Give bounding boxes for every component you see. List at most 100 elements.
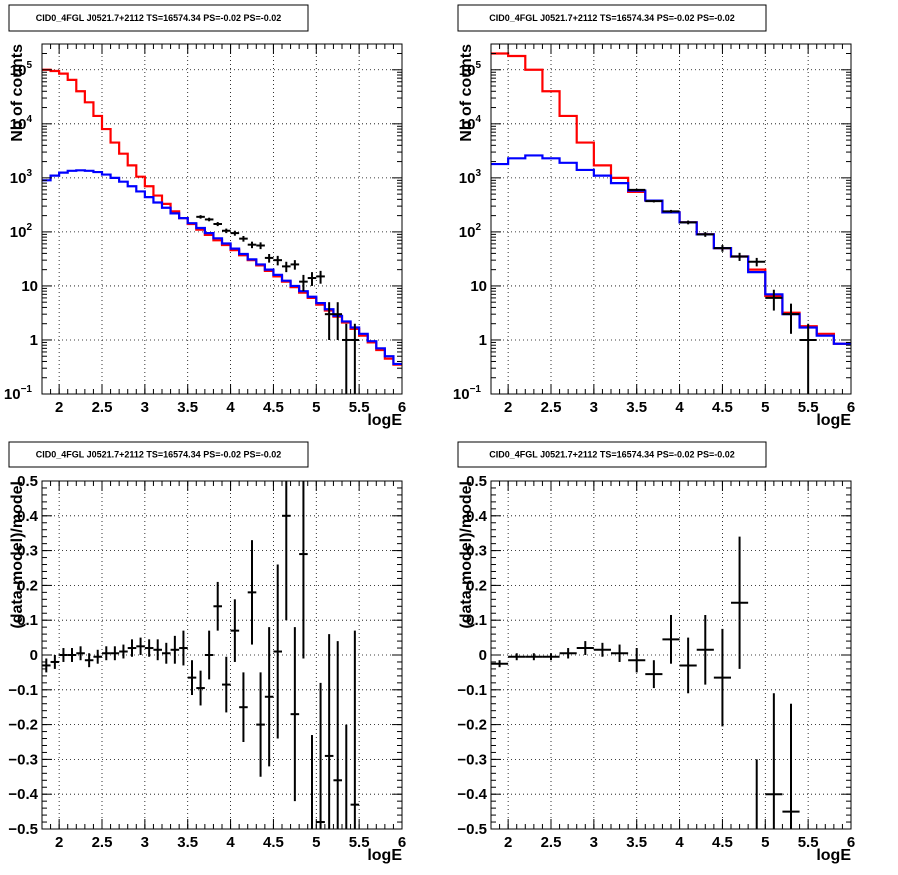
x-tick-label: 3 (590, 834, 598, 851)
y-tick-base: 0.4 (466, 508, 488, 525)
y-tick-exponent: 3 (26, 168, 32, 179)
data-point (119, 644, 128, 659)
data-point (782, 703, 800, 829)
y-tick-exponent: 2 (475, 222, 481, 233)
y-tick-exponent: −1 (470, 384, 482, 395)
data-point (127, 639, 137, 657)
data-point (264, 627, 274, 767)
y-tick-label: 105 (459, 60, 482, 79)
data-point (144, 639, 154, 657)
y-tick-base: 10 (470, 278, 487, 295)
y-tick-base: 0.1 (17, 612, 38, 629)
data-point (247, 241, 257, 249)
x-tick-label: 6 (847, 834, 855, 851)
data-point (264, 253, 274, 263)
data-point (559, 648, 577, 659)
y-tick-label: 10−1 (453, 384, 482, 403)
data-point (350, 630, 360, 829)
y-tick-base: 10 (10, 62, 27, 79)
y-tick-base: 0.5 (466, 473, 487, 490)
y-tick-label: −0.2 (457, 717, 487, 734)
data-point (799, 323, 817, 394)
y-tick-base: 10 (459, 224, 476, 241)
y-tick-base: −0.4 (8, 786, 38, 803)
data-point (611, 644, 629, 662)
data-point (222, 228, 231, 234)
data-point (731, 536, 749, 669)
y-tick-label: −0.5 (8, 821, 38, 838)
data-point (508, 653, 526, 661)
y-tick-base: 10 (459, 116, 476, 133)
data-point (333, 302, 342, 340)
x-tick-label: 2.5 (541, 834, 562, 851)
y-tick-base: −0.1 (8, 682, 38, 699)
y-axis-label: (data-model)/model (9, 481, 26, 629)
data-point (307, 272, 317, 286)
y-tick-label: 0.1 (466, 612, 487, 629)
x-tick-label: 4 (675, 834, 684, 851)
x-tick-label: 2 (55, 834, 63, 851)
x-tick-label: 2 (504, 834, 512, 851)
y-tick-base: −0.1 (457, 682, 487, 699)
data-point (645, 660, 663, 689)
data-point (765, 289, 783, 311)
chart-title: CID0_4FGL J0521.7+2112 TS=16574.34 PS=-0… (36, 13, 282, 23)
x-tick-label: 6 (398, 834, 406, 851)
series-step-line (42, 169, 402, 366)
data-point (162, 642, 171, 664)
data-point (222, 656, 231, 713)
x-tick-label: 4.5 (712, 399, 733, 416)
y-tick-exponent: 2 (26, 222, 32, 233)
x-tick-label: 4.5 (263, 834, 284, 851)
y-tick-base: 0.3 (466, 543, 487, 560)
y-tick-label: 102 (10, 222, 33, 241)
data-point (593, 642, 611, 657)
y-tick-base: −0.4 (457, 786, 487, 803)
x-tick-label: 6 (398, 399, 406, 416)
y-tick-base: 0 (479, 647, 487, 664)
x-tick-label: 5.5 (349, 399, 370, 416)
x-axis-label: logE (816, 412, 851, 429)
chart-title: CID0_4FGL J0521.7+2112 TS=16574.34 PS=-0… (489, 450, 735, 460)
y-tick-label: −0.3 (8, 751, 38, 768)
x-tick-label: 5.5 (349, 834, 370, 851)
data-point (662, 209, 680, 213)
data-point (696, 232, 714, 237)
data-point (196, 670, 205, 706)
data-point (256, 242, 265, 250)
data-point (239, 672, 248, 742)
data-point (679, 637, 697, 694)
y-tick-label: 0 (479, 647, 487, 664)
y-tick-base: 10 (10, 170, 27, 187)
y-tick-base: −0.5 (457, 821, 487, 838)
y-tick-label: −0.4 (457, 786, 487, 803)
chart-panel-residuals-right: CID0_4FGL J0521.7+2112 TS=16574.34 PS=-0… (457, 441, 855, 864)
y-tick-base: −0.2 (8, 717, 38, 734)
y-tick-base: 0.2 (466, 577, 487, 594)
title-box (457, 441, 767, 468)
x-tick-label: 3 (141, 399, 149, 416)
y-tick-base: 10 (10, 224, 27, 241)
chart-panel-counts-right: CID0_4FGL J0521.7+2112 TS=16574.34 PS=-0… (453, 4, 855, 429)
y-tick-base: 0.5 (17, 473, 38, 490)
y-tick-base: 0.4 (17, 508, 39, 525)
data-point (50, 655, 60, 669)
x-tick-label: 5 (312, 399, 320, 416)
data-point (196, 215, 205, 219)
data-point (491, 660, 509, 668)
x-tick-label: 2 (504, 399, 512, 416)
x-tick-label: 3.5 (177, 834, 198, 851)
y-tick-label: −0.3 (457, 751, 487, 768)
data-point (153, 639, 162, 661)
title-box (8, 4, 309, 32)
data-point (679, 220, 697, 225)
data-point (290, 260, 300, 270)
y-tick-exponent: 5 (26, 60, 32, 71)
y-tick-base: 1 (30, 332, 38, 349)
y-tick-base: −0.5 (8, 821, 38, 838)
y-tick-label: 10 (21, 278, 38, 295)
y-tick-base: 10 (10, 116, 27, 133)
x-tick-label: 2 (55, 399, 63, 416)
y-tick-exponent: 4 (26, 114, 32, 125)
